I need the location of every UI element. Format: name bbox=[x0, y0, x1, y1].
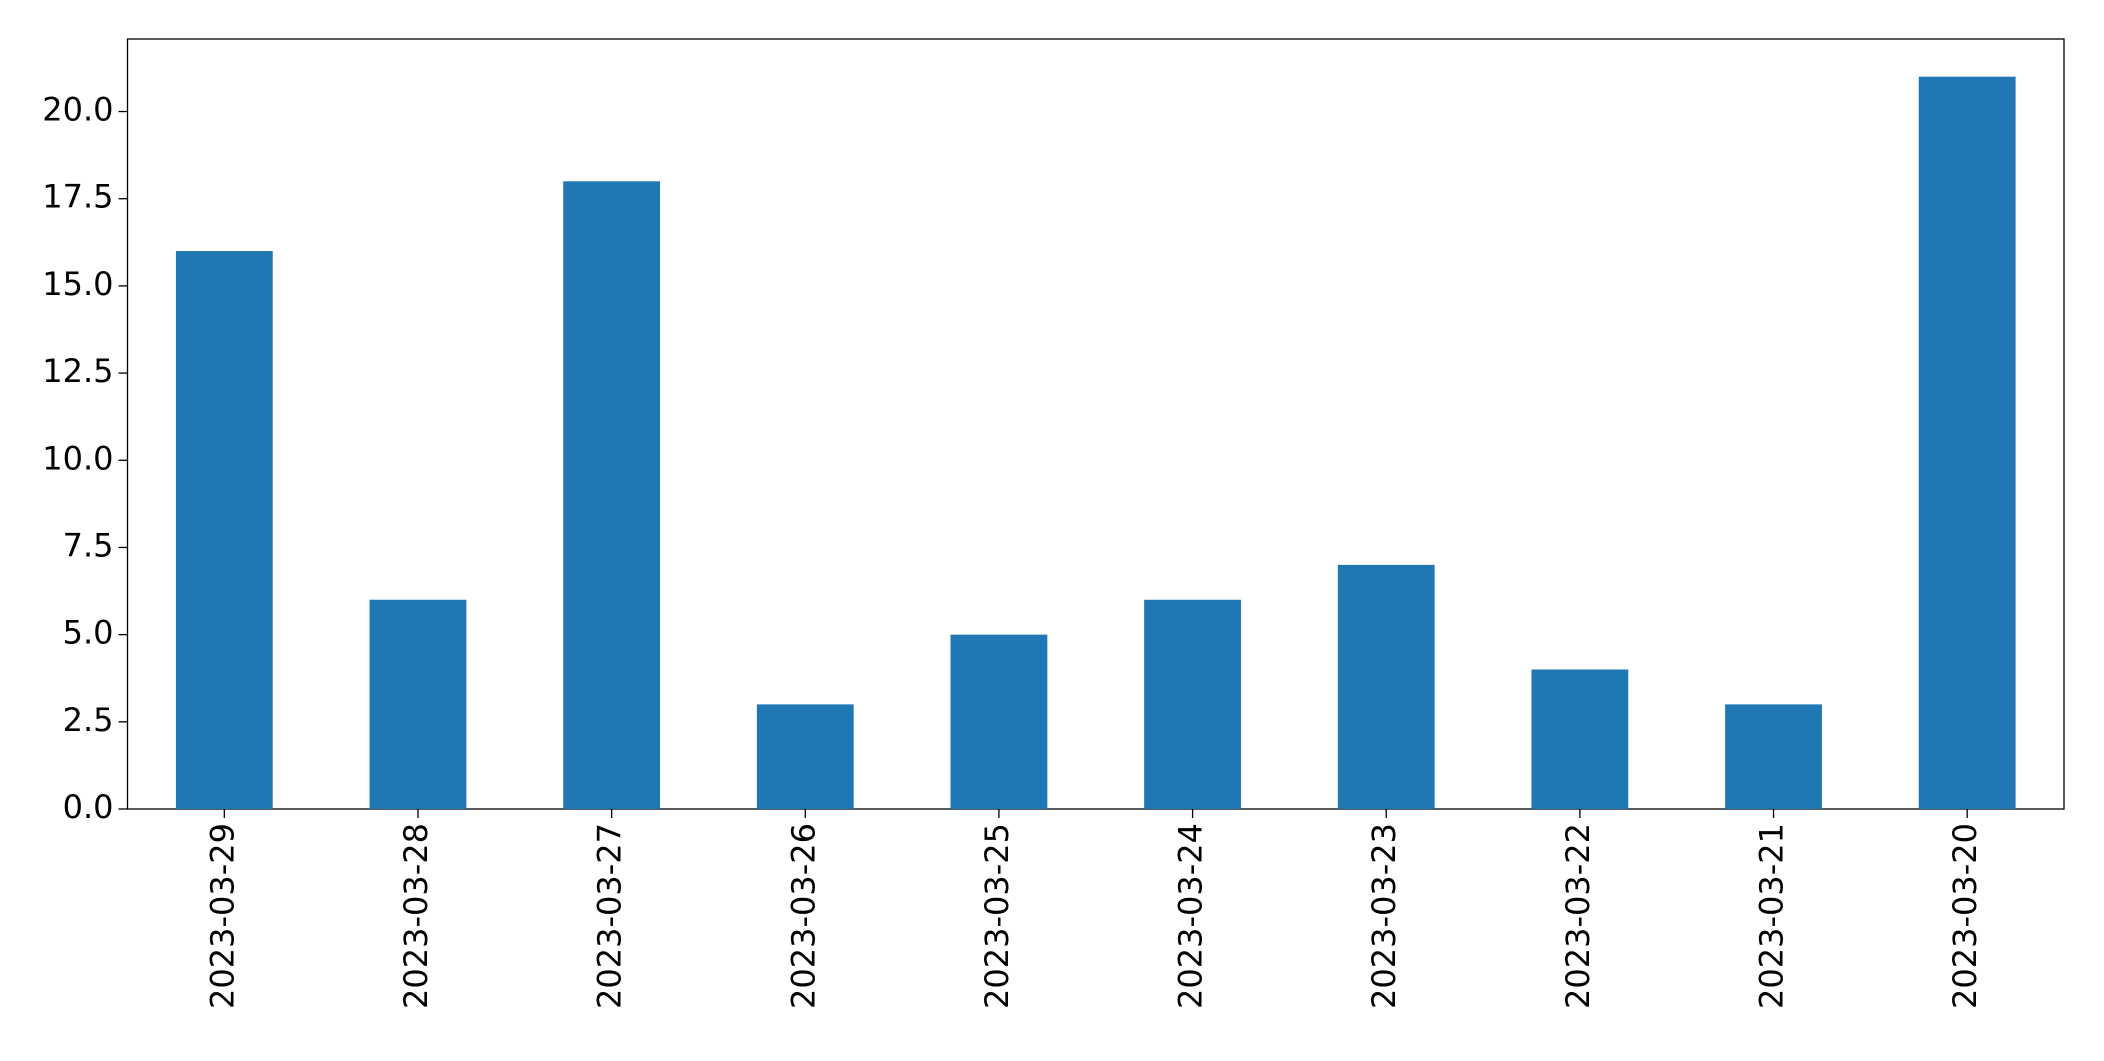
y-tick-label: 17.5 bbox=[42, 178, 113, 216]
x-tick-label: 2023-03-27 bbox=[591, 823, 629, 1009]
bar bbox=[369, 599, 467, 809]
x-tick-label: 2023-03-21 bbox=[1753, 823, 1791, 1009]
x-tick-label: 2023-03-22 bbox=[1559, 823, 1597, 1009]
x-tick-label: 2023-03-24 bbox=[1172, 823, 1210, 1009]
bar bbox=[1918, 76, 2016, 810]
y-tick-label: 7.5 bbox=[63, 526, 114, 564]
x-tick-label: 2023-03-26 bbox=[784, 823, 822, 1009]
bar bbox=[756, 704, 854, 809]
x-tick-label: 2023-03-25 bbox=[978, 823, 1016, 1009]
bar bbox=[1531, 669, 1629, 809]
bar bbox=[1725, 704, 1822, 809]
y-tick-label: 15.0 bbox=[42, 265, 113, 303]
x-tick-label: 2023-03-28 bbox=[397, 823, 435, 1009]
y-tick-label: 10.0 bbox=[42, 439, 113, 477]
x-tick-label: 2023-03-29 bbox=[203, 823, 241, 1009]
y-tick-label: 0.0 bbox=[63, 788, 114, 826]
bar bbox=[175, 251, 273, 809]
y-tick-label: 20.0 bbox=[42, 91, 113, 129]
x-tick-label: 2023-03-20 bbox=[1946, 823, 1984, 1009]
bar bbox=[950, 634, 1048, 809]
bar bbox=[563, 181, 661, 810]
axes-frame bbox=[126, 38, 2065, 810]
y-tick-label: 12.5 bbox=[42, 352, 113, 390]
y-tick-label: 5.0 bbox=[63, 614, 114, 652]
y-tick-label: 2.5 bbox=[63, 701, 114, 739]
bar bbox=[1337, 564, 1435, 809]
bar bbox=[1144, 599, 1241, 809]
x-tick-label: 2023-03-23 bbox=[1365, 823, 1403, 1009]
